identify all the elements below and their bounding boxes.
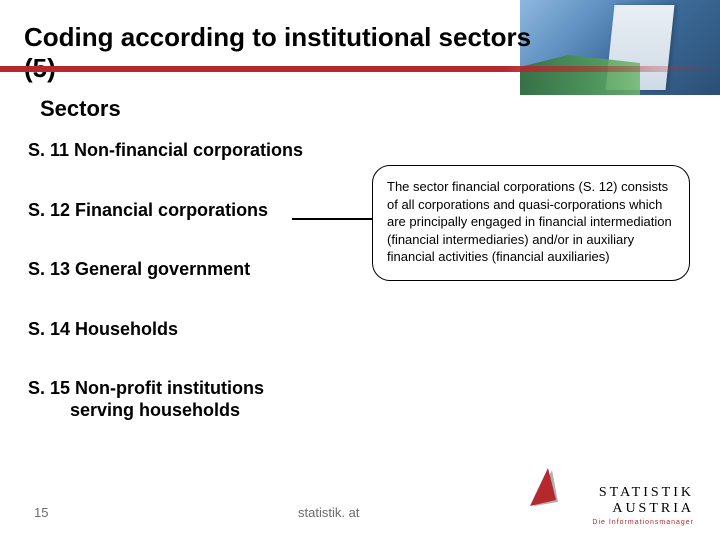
- sectors-list: S. 11 Non-financial corporations S. 12 F…: [28, 140, 368, 460]
- callout-box: The sector financial corporations (S. 12…: [372, 165, 690, 281]
- slide-title: Coding according to institutional sector…: [24, 22, 544, 84]
- sector-item-s14: S. 14 Households: [28, 319, 368, 341]
- title-underline: [0, 66, 720, 72]
- sector-item-s15-line2: serving households: [28, 400, 368, 422]
- callout-connector: [292, 218, 372, 220]
- logo-subtext: Die Informationsmanager: [524, 519, 694, 526]
- sector-item-s13: S. 13 General government: [28, 259, 368, 281]
- sector-item-s15-line1: S. 15 Non-profit institutions: [28, 378, 264, 398]
- sector-item-s11: S. 11 Non-financial corporations: [28, 140, 368, 162]
- page-number: 15: [34, 505, 48, 520]
- sector-item-s15: S. 15 Non-profit institutions serving ho…: [28, 378, 368, 421]
- logo: STATISTIK AUSTRIA Die Informationsmanage…: [524, 485, 694, 526]
- sectors-heading: Sectors: [40, 96, 121, 122]
- logo-triangle-icon: [528, 468, 564, 508]
- footer-site: statistik. at: [298, 505, 359, 520]
- slide: Coding according to institutional sector…: [0, 0, 720, 540]
- header-photo: [520, 0, 720, 95]
- callout-text: The sector financial corporations (S. 12…: [387, 179, 672, 264]
